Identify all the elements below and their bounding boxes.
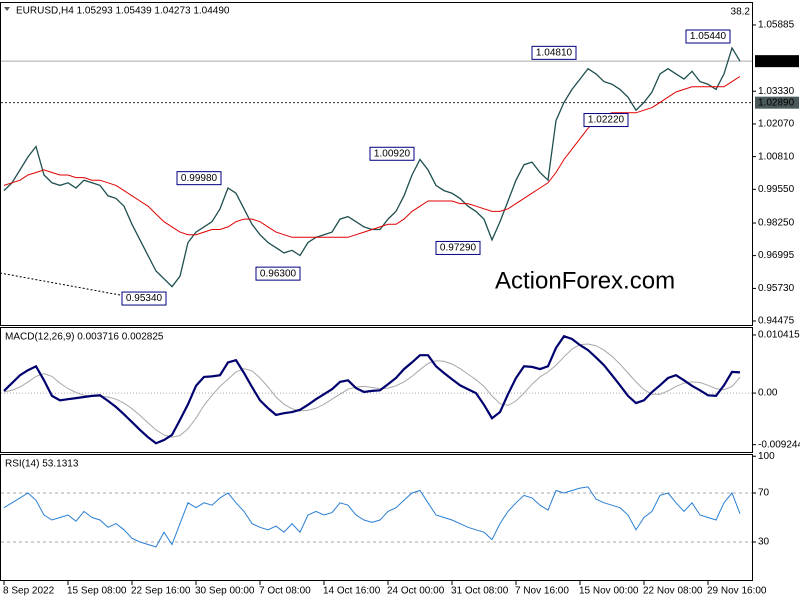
annotation-box — [121, 291, 167, 306]
macd-panel — [0, 327, 753, 453]
y-tick-label: 0.94475 — [758, 316, 795, 327]
rsi-panel — [0, 454, 753, 581]
annotation-box — [176, 171, 222, 186]
y-tick-label: 30 — [758, 537, 770, 548]
x-tick-label: 22 Sep 16:00 — [131, 586, 191, 597]
current-price-box — [755, 55, 799, 68]
annotation-label: 1.05440 — [690, 31, 727, 42]
annotation-box — [255, 266, 301, 281]
annotation-label: 1.00920 — [374, 148, 411, 159]
y-tick-label: -0.009244 — [758, 439, 800, 450]
y-tick-label: 1.02070 — [758, 119, 795, 130]
y-tick-label: 0.98250 — [758, 218, 795, 229]
annotation-label: 0.95340 — [126, 293, 163, 304]
annotation-box — [531, 45, 577, 60]
annotation-label: 0.96300 — [260, 268, 297, 279]
series-line — [3, 486, 741, 548]
annotation-box — [369, 146, 415, 161]
x-tick-label: 29 Nov 16:00 — [707, 586, 767, 597]
annotation-label: 0.99980 — [181, 173, 218, 184]
current-price-label: 1.04490 — [758, 56, 795, 67]
annotation-box — [435, 240, 481, 255]
y-tick-label: 0.96995 — [758, 250, 795, 261]
level-label-box — [755, 96, 799, 109]
x-tick-label: 30 Sep 00:00 — [195, 586, 255, 597]
x-tick-label: 7 Nov 16:00 — [515, 586, 569, 597]
x-tick-label: 8 Sep 2022 — [3, 586, 55, 597]
annotation-label: 0.97290 — [440, 243, 477, 254]
panel-title: MACD(12,26,9) 0.003716 0.002825 — [5, 332, 164, 343]
series-line — [3, 76, 741, 238]
y-tick-label: 70 — [758, 488, 770, 499]
x-tick-label: 31 Oct 08:00 — [451, 586, 509, 597]
annotation-box — [685, 29, 731, 44]
watermark: ActionForex.com — [495, 267, 675, 294]
plot-layer: EURUSD,H4 1.05293 1.05439 1.04273 1.0449… — [1, 6, 800, 597]
series-line — [3, 343, 741, 438]
annotation-box — [583, 113, 629, 128]
y-tick-label: 1.05885 — [758, 20, 795, 31]
price-panel — [0, 2, 753, 326]
x-tick-label: 14 Oct 16:00 — [323, 586, 381, 597]
x-tick-label: 24 Oct 00:00 — [387, 586, 445, 597]
y-tick-label: 0.00 — [758, 388, 778, 399]
series-line — [3, 334, 741, 445]
x-tick-label: 15 Nov 00:00 — [579, 586, 639, 597]
y-tick-label: 0.95730 — [758, 283, 795, 294]
symbol-icon — [4, 7, 10, 11]
annotation-label: 1.04810 — [536, 47, 573, 58]
x-tick-label: 22 Nov 08:00 — [643, 586, 703, 597]
y-tick-label: 0.99550 — [758, 184, 795, 195]
panel-title: EURUSD,H4 1.05293 1.05439 1.04273 1.0449… — [16, 6, 230, 17]
y-tick-label: 100 — [758, 451, 775, 462]
y-tick-label: 0.010415 — [758, 330, 800, 341]
panel-title: RSI(14) 53.1313 — [5, 459, 79, 470]
level-label: 1.02890 — [758, 97, 795, 108]
x-tick-label: 7 Oct 08:00 — [259, 586, 311, 597]
corner-label: 38.2 — [731, 7, 751, 18]
y-tick-label: 1.00810 — [758, 151, 795, 162]
y-tick-label: 1.03330 — [758, 86, 795, 97]
trend-line — [0, 272, 121, 296]
x-tick-label: 15 Sep 08:00 — [67, 586, 127, 597]
annotation-label: 1.02220 — [588, 115, 625, 126]
